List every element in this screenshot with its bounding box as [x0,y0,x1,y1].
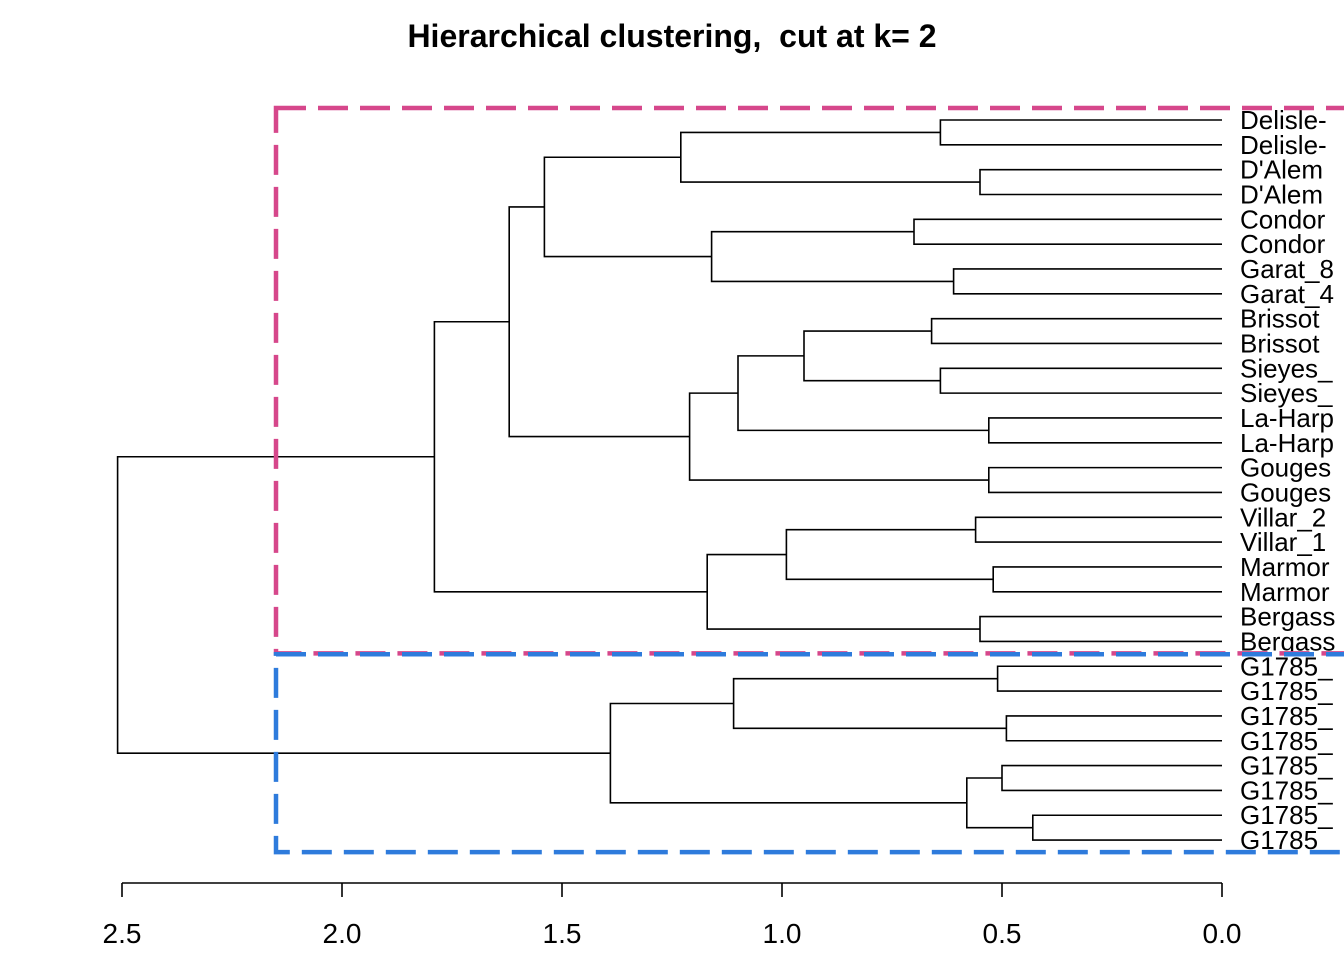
branch-h3 [732,677,1007,730]
chart-title: Hierarchical clustering, cut at k= 2 [407,18,937,54]
branch-d2 [939,367,1222,394]
leaf-label: G1785_ [1240,775,1333,805]
cluster-box-2 [273,652,1344,855]
leaf-label: La-Harp [1240,428,1334,458]
branch-h2 [1005,715,1222,742]
leaf-label: Villar_2 [1240,502,1326,532]
leaf-label: Garat_8 [1240,254,1334,284]
branch-f3 [785,528,994,581]
branch-h7 [609,702,967,804]
leaf-label: Brissot [1240,304,1320,334]
leaf-label: G1785_ [1240,800,1333,830]
branch-a1 [939,119,1222,146]
leaf-label: Sieyes_ [1240,378,1333,408]
branch-b1 [913,218,1222,245]
leaf-label: Condor [1240,204,1326,234]
branch-e1 [508,206,690,438]
x-axis: 2.5 2.0 1.5 1.0 0.5 0.0 [103,882,1242,949]
branch-g1 [433,320,708,593]
leaf-label: Villar_1 [1240,527,1326,557]
leaf-label: G1785_ [1240,676,1333,706]
leaf-labels: Delisle-Delisle-D'AlemD'AlemCondorCondor… [1240,105,1335,855]
branch-f1 [974,516,1222,543]
branch-h1 [996,665,1222,692]
leaf-label: Garat_4 [1240,279,1334,309]
leaf-label: Gouges [1240,477,1331,507]
leaf-label: Brissot [1240,328,1320,358]
branch-d3 [803,330,941,382]
branch-b3 [710,230,954,283]
leaf-label: D'Alem [1240,179,1323,209]
branch-d4 [988,417,1222,444]
cluster-box-1 [273,105,1344,656]
branch-h4 [1001,764,1222,792]
branch-d1 [930,317,1222,345]
leaf-label: G1785_ [1240,701,1333,731]
leaf-label: Condor [1240,229,1326,259]
x-tick-label: 1.0 [763,918,802,949]
leaf-label: G1785_ [1240,751,1333,781]
x-tick-label: 1.5 [543,918,582,949]
dendrogram-branches [116,119,1222,841]
branch-h6 [966,777,1033,829]
leaf-label: Bergass [1240,602,1335,632]
x-tick-label: 2.0 [323,918,362,949]
leaf-label: Sieyes_ [1240,353,1333,383]
leaf-label: La-Harp [1240,403,1334,433]
leaf-label: Gouges [1240,453,1331,483]
x-tick-label: 0.0 [1203,918,1242,949]
branch-b2 [952,268,1222,295]
leaf-label: G1785_ [1240,726,1333,756]
branch-d6 [988,466,1222,494]
branch-d7 [688,392,989,481]
leaf-label: Marmor [1240,577,1330,607]
leaf-label: Delisle- [1240,130,1327,160]
branch-c1 [543,156,712,258]
branch-root [116,455,611,754]
branch-a3 [680,131,980,183]
branch-f5 [706,553,980,630]
x-tick-label: 2.5 [103,918,142,949]
branch-f2 [992,566,1222,593]
leaf-label: Marmor [1240,552,1330,582]
branch-a2 [979,168,1222,196]
branch-h5 [1032,814,1222,841]
x-tick-label: 0.5 [983,918,1022,949]
leaf-label: D'Alem [1240,155,1323,185]
branch-f4 [979,615,1222,643]
cluster-boxes [273,105,1344,855]
